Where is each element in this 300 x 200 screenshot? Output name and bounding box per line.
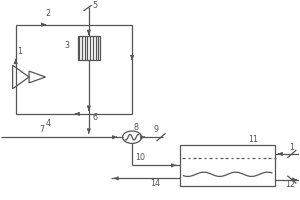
Text: 1: 1	[17, 47, 22, 56]
Text: 8: 8	[134, 123, 139, 132]
Text: 6: 6	[92, 113, 98, 122]
Text: 5: 5	[92, 1, 98, 10]
Text: 10: 10	[135, 153, 145, 162]
Text: 11: 11	[248, 135, 259, 144]
Text: 14: 14	[150, 179, 160, 188]
Text: 4: 4	[46, 119, 50, 128]
Text: 1: 1	[289, 143, 294, 152]
Text: 2: 2	[46, 9, 51, 18]
Text: 3: 3	[64, 41, 69, 50]
Text: 9: 9	[154, 125, 159, 134]
Text: 12: 12	[285, 180, 295, 189]
Text: 7: 7	[40, 125, 45, 134]
